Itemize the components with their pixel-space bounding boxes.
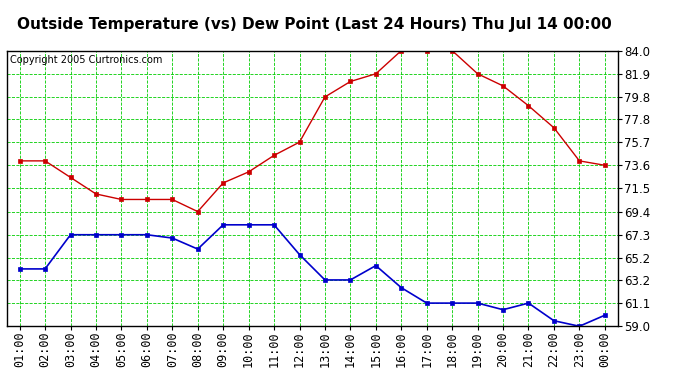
Text: Outside Temperature (vs) Dew Point (Last 24 Hours) Thu Jul 14 00:00: Outside Temperature (vs) Dew Point (Last… <box>17 17 611 32</box>
Text: Copyright 2005 Curtronics.com: Copyright 2005 Curtronics.com <box>10 55 162 65</box>
